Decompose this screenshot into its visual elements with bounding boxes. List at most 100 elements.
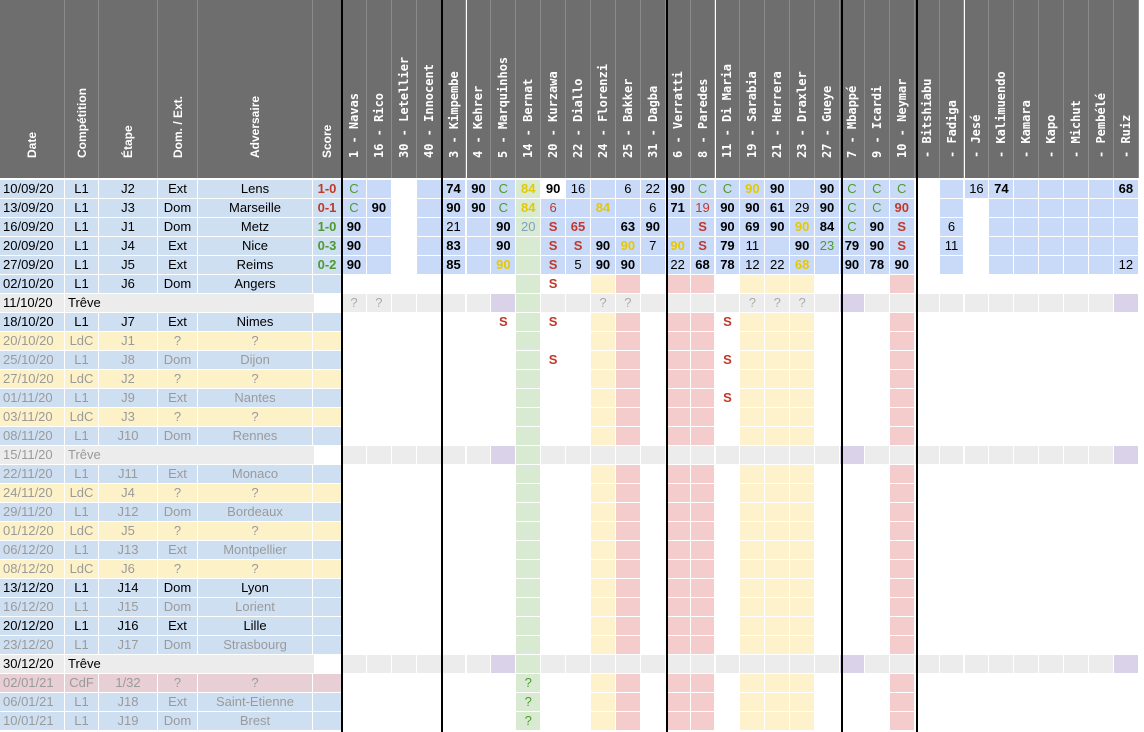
player-cell[interactable] — [864, 598, 890, 617]
player-cell[interactable] — [640, 275, 666, 294]
player-cell[interactable] — [815, 503, 840, 522]
player-cell[interactable] — [416, 674, 442, 693]
player-cell[interactable] — [1014, 579, 1040, 598]
player-cell[interactable] — [690, 522, 716, 541]
player-cell[interactable] — [1039, 655, 1065, 674]
player-cell[interactable] — [939, 560, 965, 579]
player-cell[interactable] — [914, 465, 940, 484]
player-cell[interactable] — [840, 522, 865, 541]
cell-stage[interactable]: 1/32 — [99, 674, 158, 693]
cell-venue[interactable]: Ext — [158, 256, 198, 275]
player-cell[interactable] — [765, 332, 791, 351]
cell-date[interactable]: 20/12/20 — [0, 617, 65, 636]
player-cell[interactable] — [964, 674, 990, 693]
player-cell[interactable] — [690, 465, 716, 484]
player-cell[interactable] — [815, 446, 840, 465]
player-cell[interactable] — [342, 693, 367, 712]
player-cell[interactable] — [1089, 446, 1114, 465]
cell-venue[interactable]: ? — [158, 484, 198, 503]
player-cell[interactable]: 7 — [640, 237, 666, 256]
player-cell[interactable] — [840, 503, 865, 522]
cell-opp[interactable]: ? — [198, 560, 313, 579]
player-cell[interactable] — [1113, 560, 1139, 579]
cell-score[interactable] — [313, 351, 342, 370]
player-cell[interactable] — [1014, 294, 1040, 313]
player-cell[interactable] — [864, 617, 890, 636]
player-cell[interactable] — [416, 389, 442, 408]
player-cell[interactable]: C — [864, 180, 890, 199]
player-cell[interactable] — [615, 351, 641, 370]
player-cell[interactable] — [1089, 617, 1114, 636]
player-cell[interactable] — [491, 693, 517, 712]
player-cell[interactable] — [591, 712, 616, 731]
player-cell[interactable] — [914, 636, 940, 655]
player-cell[interactable] — [665, 218, 691, 237]
cell-stage[interactable]: J7 — [99, 313, 158, 332]
cell-score[interactable] — [313, 560, 342, 579]
player-cell[interactable] — [441, 598, 467, 617]
player-cell[interactable] — [640, 313, 666, 332]
player-cell[interactable] — [640, 655, 666, 674]
player-cell[interactable] — [790, 313, 816, 332]
player-cell[interactable]: ? — [366, 294, 392, 313]
player-cell[interactable] — [516, 541, 542, 560]
player-cell[interactable] — [840, 465, 865, 484]
player-cell[interactable] — [1014, 427, 1040, 446]
player-cell[interactable]: S — [889, 218, 915, 237]
player-cell[interactable] — [765, 275, 791, 294]
player-cell[interactable] — [615, 503, 641, 522]
player-cell[interactable] — [1064, 332, 1089, 351]
player-cell[interactable]: S — [715, 313, 741, 332]
player-cell[interactable] — [989, 313, 1015, 332]
player-cell[interactable] — [416, 199, 442, 218]
player-header[interactable]: 20 - Kurzawa — [541, 0, 567, 178]
player-cell[interactable] — [1089, 218, 1114, 237]
player-header[interactable]: - Pembélé — [1089, 0, 1114, 178]
player-cell[interactable] — [1039, 484, 1065, 503]
player-cell[interactable] — [989, 560, 1015, 579]
cell-stage[interactable]: J14 — [99, 579, 158, 598]
player-header[interactable]: 1 - Navas — [342, 0, 367, 178]
player-cell[interactable] — [840, 598, 865, 617]
cell-date[interactable]: 13/09/20 — [0, 199, 65, 218]
player-cell[interactable] — [939, 332, 965, 351]
player-cell[interactable] — [765, 484, 791, 503]
player-cell[interactable] — [391, 712, 417, 731]
player-cell[interactable] — [1039, 465, 1065, 484]
player-cell[interactable] — [366, 351, 392, 370]
player-cell[interactable] — [391, 313, 417, 332]
player-cell[interactable] — [615, 579, 641, 598]
player-cell[interactable] — [864, 579, 890, 598]
player-cell[interactable] — [1014, 484, 1040, 503]
player-cell[interactable] — [840, 389, 865, 408]
player-cell[interactable] — [1113, 503, 1139, 522]
cell-opp[interactable]: Nice — [198, 237, 313, 256]
cell-score[interactable] — [313, 636, 342, 655]
player-cell[interactable] — [665, 674, 691, 693]
cell-comp[interactable]: L1 — [65, 693, 99, 712]
player-cell[interactable] — [491, 541, 517, 560]
player-cell[interactable] — [690, 655, 716, 674]
player-cell[interactable] — [964, 693, 990, 712]
player-cell[interactable] — [1014, 370, 1040, 389]
player-cell[interactable] — [466, 389, 492, 408]
player-cell[interactable] — [1064, 655, 1089, 674]
player-cell[interactable] — [740, 446, 766, 465]
player-cell[interactable] — [491, 503, 517, 522]
cell-opp[interactable]: Reims — [198, 256, 313, 275]
player-cell[interactable] — [864, 655, 890, 674]
player-cell[interactable] — [665, 712, 691, 731]
player-cell[interactable] — [939, 256, 965, 275]
player-cell[interactable] — [1039, 598, 1065, 617]
player-cell[interactable] — [366, 522, 392, 541]
player-cell[interactable] — [342, 655, 367, 674]
player-cell[interactable]: 78 — [715, 256, 741, 275]
player-cell[interactable] — [591, 579, 616, 598]
player-cell[interactable] — [765, 522, 791, 541]
player-cell[interactable]: 90 — [466, 199, 492, 218]
player-cell[interactable] — [840, 332, 865, 351]
player-cell[interactable] — [815, 484, 840, 503]
player-cell[interactable] — [391, 446, 417, 465]
player-cell[interactable] — [964, 275, 990, 294]
player-cell[interactable] — [591, 636, 616, 655]
